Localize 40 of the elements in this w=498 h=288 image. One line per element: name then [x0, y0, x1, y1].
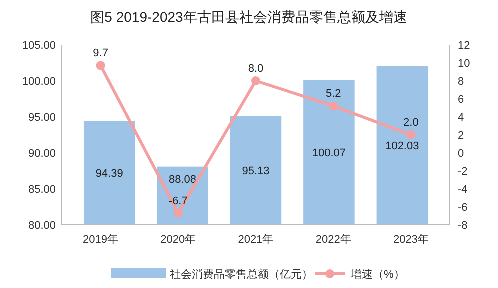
y2-tick-label: 0 — [458, 148, 464, 160]
y2-tick-label: 8 — [458, 76, 464, 88]
y2-tick-label: -4 — [458, 184, 468, 196]
y-tick-label: 80.00 — [28, 220, 56, 232]
x-tick-label: 2023年 — [393, 234, 429, 246]
data-label: 94.39 — [96, 168, 124, 180]
x-tick-label: 2022年 — [316, 234, 352, 246]
y-tick-label: 105.00 — [22, 40, 56, 52]
y2-tick-label: 10 — [458, 58, 470, 70]
chart-title: 图5 2019-2023年古田县社会消费品零售总额及增速 — [90, 9, 408, 25]
x-tick-label: 2021年 — [238, 234, 274, 246]
point — [174, 208, 183, 218]
point — [252, 76, 260, 86]
y-tick-label: 100.00 — [22, 76, 56, 88]
point — [406, 130, 416, 140]
data-label: 102.03 — [386, 140, 420, 153]
data-label: -6.7 — [168, 195, 188, 208]
data-label: 2.0 — [404, 117, 419, 129]
y2-tick-label: 4 — [458, 112, 464, 124]
y-tick-label: 85.00 — [28, 184, 56, 196]
data-label: 95.13 — [242, 166, 270, 178]
data-label: 5.2 — [326, 88, 342, 100]
y-tick-label: 90.00 — [28, 148, 56, 160]
data-label: 9.7 — [93, 48, 108, 60]
y2-tick-label: 12 — [458, 40, 470, 52]
data-label: 100.07 — [312, 148, 346, 160]
legend-label: 社会消费品零售总额（亿元） — [170, 268, 313, 281]
x-tick-label: 2020年 — [160, 234, 196, 246]
y2-tick-label: -6 — [458, 202, 468, 214]
point — [96, 61, 106, 70]
legend-label: 增速（%） — [350, 268, 405, 281]
x-tick-label: 2019年 — [83, 234, 119, 246]
y2-tick-label: -2 — [458, 166, 468, 178]
data-label: 88.08 — [169, 174, 197, 186]
y2-tick-label: -8 — [458, 220, 468, 232]
y-tick-label: 95.00 — [28, 112, 56, 124]
y2-tick-label: 6 — [458, 94, 464, 106]
point — [329, 102, 338, 111]
data-label: 8.0 — [248, 63, 264, 75]
y2-tick-label: 2 — [458, 130, 464, 142]
